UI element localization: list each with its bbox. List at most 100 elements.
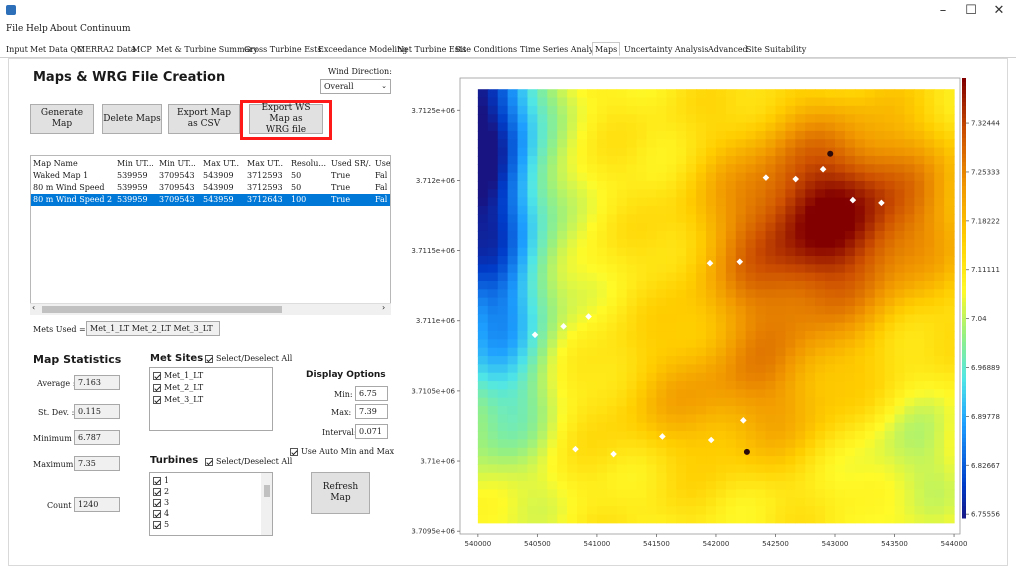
turbine-item[interactable]: 2 [153,487,169,496]
table-cell: 3709543 [159,182,195,194]
menu-file[interactable]: File [6,24,23,34]
tab-site-suitability[interactable]: Site Suitability [746,43,806,57]
minimum-field: 6.787 [74,430,120,445]
tab-gross-turbine[interactable]: Gross Turbine Ests. [244,43,324,57]
scrollbar-thumb[interactable] [42,306,282,313]
met-sites-title: Met Sites [150,353,203,364]
x-tick-label: 543500 [881,540,908,548]
y-tick-label: 3.71e+06 [420,458,455,466]
refresh-map-button[interactable]: Refresh Map [311,472,370,514]
stdev-field: 0.115 [74,404,120,419]
turbine-item[interactable]: 4 [153,509,169,518]
wind-direction-select[interactable]: Overall ⌄ [320,79,391,94]
table-cell: Fal [375,194,387,206]
checkbox-icon [153,521,161,529]
x-tick-label: 540500 [524,540,551,548]
table-cell: 543959 [203,194,234,206]
met-item[interactable]: Met_3_LT [153,395,203,404]
x-tick-label: 541000 [584,540,611,548]
checkbox-icon [153,499,161,507]
table-cell: 543909 [203,182,234,194]
table-row[interactable]: Waked Map 1 539959 3709543 543909 371259… [31,170,390,182]
colorbar-tick-label: 7.32444 [971,120,1000,128]
turbine-item[interactable]: 1 [153,476,169,485]
menu-about[interactable]: About Continuum [50,24,130,34]
column-header[interactable]: Max UT... [203,158,239,170]
turbine-select-all[interactable]: Select/Deselect All [205,457,292,466]
colorbar-tick-label: 6.89778 [971,413,1000,421]
export-wrg-button[interactable]: Export WS Map as WRG file [249,104,323,134]
colorbar-tick-label: 7.11111 [971,266,1000,274]
tab-advanced[interactable]: Advanced [708,43,748,57]
turbine-item[interactable]: 5 [153,520,169,529]
scroll-right-icon[interactable]: › [382,303,385,312]
column-header[interactable]: Min UT... [117,158,153,170]
export-csv-button[interactable]: Export Map as CSV [168,104,240,134]
checkbox-icon [153,372,161,380]
table-cell: 80 m Wind Speed [33,182,105,194]
display-max-field[interactable]: 7.39 [355,404,388,419]
table-row-selected[interactable]: 80 m Wind Speed 2 539959 3709543 543959 … [31,194,390,206]
table-cell: 100 [291,194,306,206]
tab-input[interactable]: Input [6,43,28,57]
turbines-list[interactable]: 1 2 3 4 5 [149,472,273,536]
title-bar: – ☐ ✕ [0,0,1016,22]
y-tick-label: 3.7125e+06 [411,107,455,115]
met-sites-list[interactable]: Met_1_LT Met_2_LT Met_3_LT [149,367,273,431]
checkbox-icon [205,458,213,466]
tab-maps[interactable]: Maps [592,42,620,56]
delete-maps-button[interactable]: Delete Maps [102,104,162,134]
scroll-left-icon[interactable]: ‹ [32,303,35,312]
tab-merra2[interactable]: MERRA2 Data [77,43,136,57]
column-header[interactable]: Resolu... [291,158,327,170]
column-header[interactable]: Used SR/... [331,158,371,170]
auto-minmax-checkbox[interactable]: Use Auto Min and Max [290,447,394,456]
table-cell: 3712593 [247,182,283,194]
met-select-all[interactable]: Select/Deselect All [205,354,292,363]
minimize-button[interactable]: – [930,2,956,20]
close-button[interactable]: ✕ [986,2,1012,20]
column-header[interactable]: Map Name [33,158,115,170]
turbine-item-label: 1 [164,476,169,485]
x-tick-label: 544000 [941,540,968,548]
x-tick-label: 543000 [822,540,849,548]
display-interval-field[interactable]: 0.071 [355,424,388,439]
tab-exceedance[interactable]: Exceedance Modeling [318,43,407,57]
scrollbar-thumb[interactable] [264,485,270,497]
tab-met-turbine-summary[interactable]: Met & Turbine Summary [156,43,258,57]
display-min-field[interactable]: 6.75 [355,386,388,401]
column-header[interactable]: Min UT... [159,158,195,170]
table-cell: 3712643 [247,194,283,206]
table-cell: 50 [291,182,301,194]
turbine-select-all-label: Select/Deselect All [216,457,292,466]
table-cell: Waked Map 1 [33,170,88,182]
tab-met-data-qc[interactable]: Met Data QC [30,43,83,57]
column-header[interactable]: Max UT... [247,158,283,170]
met-item-label: Met_1_LT [164,371,203,380]
tab-site-conditions[interactable]: Site Conditions [455,43,517,57]
tab-uncertainty[interactable]: Uncertainty Analysis [624,43,708,57]
horizontal-scrollbar[interactable]: ‹ › [30,303,391,315]
met-item[interactable]: Met_2_LT [153,383,203,392]
maps-list[interactable]: Map Name Min UT... Min UT... Max UT... M… [30,155,391,315]
table-row[interactable]: 80 m Wind Speed 539959 3709543 543909 37… [31,182,390,194]
table-cell: 80 m Wind Speed 2 [33,194,112,206]
app-icon [6,5,16,15]
count-label: Count : [47,501,77,510]
met-item[interactable]: Met_1_LT [153,371,203,380]
turbine-item-label: 2 [164,487,169,496]
column-header[interactable]: Use [375,158,391,170]
table-cell: Fal [375,170,387,182]
tab-mcp[interactable]: MCP [132,43,152,57]
display-max-label: Max: [331,408,351,417]
maximize-button[interactable]: ☐ [958,2,984,20]
menu-help[interactable]: Help [26,24,48,34]
table-cell: 543909 [203,170,234,182]
generate-map-button[interactable]: Generate Map [30,104,94,134]
minimum-label: Minimum : [33,434,77,443]
met-select-all-label: Select/Deselect All [216,354,292,363]
display-min-label: Min: [334,390,353,399]
vertical-scrollbar[interactable] [261,473,273,535]
table-cell: Fal [375,182,387,194]
turbine-item[interactable]: 3 [153,498,169,507]
